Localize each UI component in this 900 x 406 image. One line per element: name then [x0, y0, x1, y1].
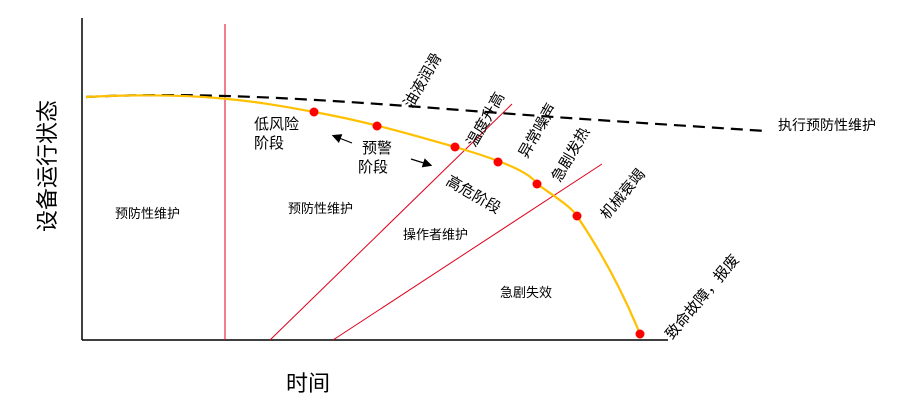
preventive-dashed-line: [85, 93, 766, 133]
region-label-3: 操作者维护: [403, 227, 469, 242]
diagonal-line-1: [269, 103, 513, 341]
event-point: [450, 142, 460, 152]
event-point: [309, 107, 319, 117]
dashed-line-label: 执行预防性维护: [778, 117, 876, 133]
arrow-left: [331, 134, 353, 144]
region-label-2: 预防性维护: [288, 201, 354, 216]
low-risk-stage-line2: 阶段: [254, 136, 285, 152]
warning-stage-line2: 阶段: [358, 160, 389, 176]
low-risk-stage-line1: 低风险: [254, 117, 300, 133]
x-axis-label: 时间: [286, 371, 331, 396]
event-point: [493, 157, 503, 167]
region-label-1: 预防性维护: [115, 206, 181, 221]
region-label-4: 急剧失效: [500, 285, 553, 300]
event-point: [572, 211, 582, 221]
arrow-right: [410, 158, 433, 168]
degradation-curve: [85, 94, 642, 335]
diagonal-line-2: [332, 163, 603, 341]
event-point: [532, 179, 542, 189]
warning-stage-line1: 预警: [362, 141, 393, 157]
event-point: [635, 329, 645, 339]
event-point: [372, 121, 382, 131]
y-axis-label: 设备运行状态: [35, 99, 60, 232]
